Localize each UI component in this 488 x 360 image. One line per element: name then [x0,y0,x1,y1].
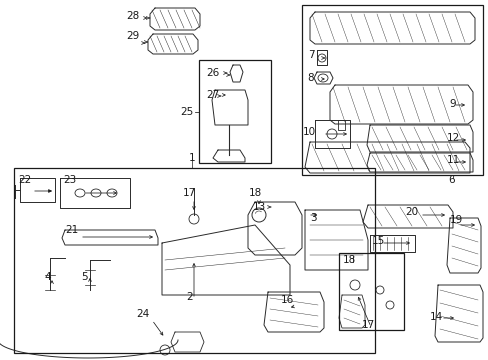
Bar [338,253,403,330]
Text: 26: 26 [206,68,219,78]
Text: 16: 16 [280,295,293,305]
Text: 2: 2 [186,292,193,302]
Text: 6: 6 [448,175,454,185]
Text: 23: 23 [63,175,77,185]
Text: 3: 3 [309,213,316,223]
Text: 7: 7 [307,50,314,60]
Text: 20: 20 [405,207,418,217]
Text: 29: 29 [126,31,140,41]
Text: 15: 15 [370,236,384,246]
Text: 17: 17 [361,320,374,330]
Text: 25: 25 [180,107,193,117]
Text: 11: 11 [446,155,459,165]
Text: 14: 14 [428,312,442,322]
Text: 24: 24 [136,309,149,319]
Text: 19: 19 [448,215,462,225]
Bar [14,168,374,353]
Text: 10: 10 [302,127,315,137]
Bar [199,60,270,163]
Text: 1: 1 [188,153,195,163]
Text: 22: 22 [19,175,32,185]
Text: 18: 18 [248,188,261,198]
Text: 4: 4 [44,272,51,282]
Text: 8: 8 [307,73,314,83]
Text: 5: 5 [81,272,88,282]
Text: 13: 13 [252,202,265,212]
Bar [302,5,482,175]
Text: 28: 28 [126,11,140,21]
Text: 17: 17 [182,188,195,198]
Text: 27: 27 [206,90,219,100]
Text: 18: 18 [342,255,355,265]
Text: 12: 12 [446,133,459,143]
Text: 21: 21 [65,225,79,235]
Text: 9: 9 [449,99,455,109]
